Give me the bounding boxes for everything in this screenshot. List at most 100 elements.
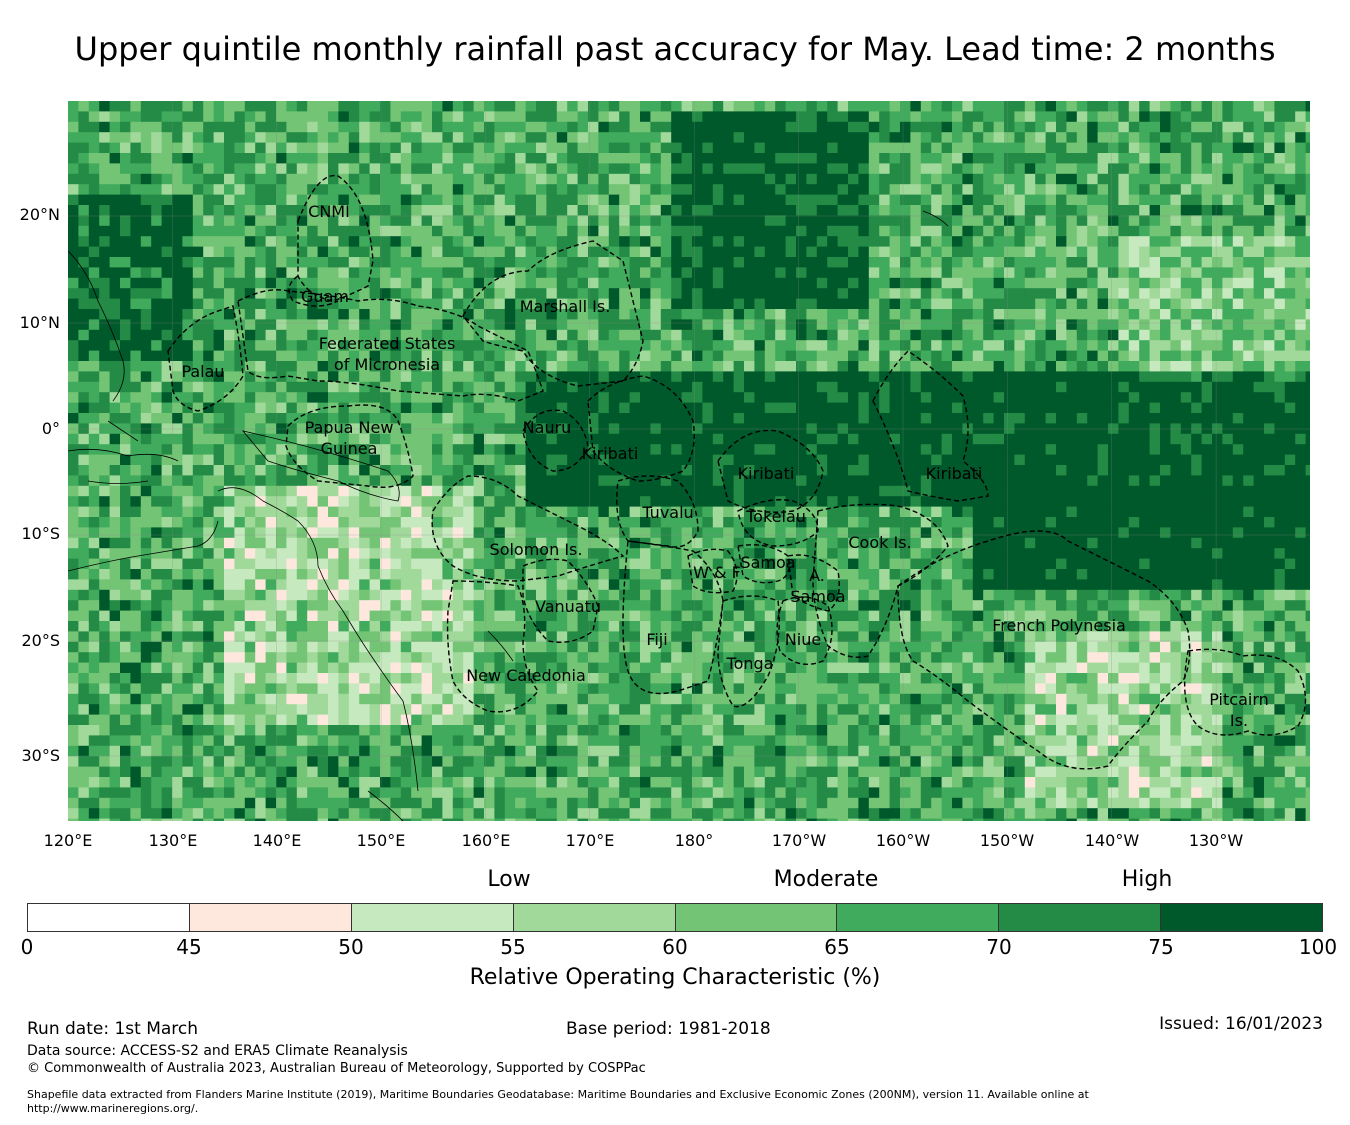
grid-cell [432, 267, 443, 279]
grid-cell [941, 215, 953, 227]
grid-cell [796, 340, 807, 351]
grid-cell [1066, 496, 1078, 507]
grid-cell [556, 236, 568, 247]
grid-cell [432, 485, 443, 497]
grid-cell [1201, 267, 1213, 279]
grid-cell [1201, 121, 1213, 133]
grid-cell [120, 319, 131, 331]
grid-cell [390, 246, 402, 258]
grid-cell [1274, 475, 1286, 487]
grid-cell [671, 173, 682, 185]
grid-cell [1035, 142, 1046, 154]
grid-cell [993, 236, 1005, 247]
grid-cell [317, 381, 329, 393]
grid-cell [1014, 444, 1026, 455]
grid-cell [910, 101, 922, 112]
grid-cell [983, 215, 994, 227]
grid-cell [1201, 517, 1213, 528]
grid-cell [192, 340, 204, 351]
grid-cell [796, 496, 807, 507]
grid-cell [1180, 184, 1192, 195]
grid-cell [972, 506, 984, 518]
grid-cell [213, 184, 225, 195]
grid-cell [848, 527, 859, 539]
grid-cell [130, 257, 142, 268]
grid-cell [785, 402, 797, 414]
grid-cell [276, 454, 287, 466]
grid-cell [837, 215, 849, 227]
grid-cell [796, 309, 807, 320]
grid-cell [889, 485, 901, 497]
grid-cell [296, 173, 308, 185]
grid-cell [1118, 246, 1130, 258]
grid-cell [452, 496, 464, 507]
grid-cell [307, 454, 318, 466]
grid-cell [1097, 413, 1109, 424]
grid-cell [972, 475, 984, 487]
grid-cell [744, 246, 755, 258]
grid-cell [525, 340, 537, 351]
grid-cell [307, 340, 318, 351]
grid-cell [1253, 173, 1265, 185]
grid-cell [598, 340, 610, 351]
grid-cell [900, 444, 911, 455]
grid-cell [1066, 132, 1078, 143]
grid-cell [244, 153, 256, 164]
grid-cell [816, 215, 828, 227]
grid-cell [900, 257, 911, 268]
grid-cell [380, 402, 391, 414]
grid-cell [1243, 111, 1254, 123]
grid-cell [1222, 184, 1234, 195]
grid-cell [359, 215, 370, 227]
grid-cell [608, 485, 620, 497]
grid-cell [931, 236, 942, 247]
grid-cell [868, 517, 880, 528]
grid-cell [1295, 309, 1306, 320]
grid-cell [265, 205, 277, 216]
grid-cell [650, 517, 662, 528]
grid-cell [577, 142, 589, 154]
grid-cell [962, 496, 974, 507]
grid-cell [900, 142, 911, 154]
grid-cell [733, 319, 745, 331]
grid-cell [244, 215, 256, 227]
grid-cell [328, 517, 339, 528]
grid-cell [99, 392, 110, 403]
grid-cell [962, 444, 974, 455]
grid-cell [848, 236, 859, 247]
grid-cell [848, 402, 859, 414]
grid-cell [328, 361, 339, 372]
grid-cell [1243, 184, 1254, 195]
grid-cell [130, 381, 142, 393]
grid-cell [1305, 225, 1310, 237]
grid-cell [78, 111, 90, 123]
grid-cell [452, 361, 464, 372]
grid-cell [421, 433, 433, 445]
grid-cell [712, 413, 724, 424]
grid-cell [380, 517, 391, 528]
grid-cell [556, 257, 568, 268]
grid-cell [1035, 454, 1046, 466]
grid-cell [764, 454, 776, 466]
grid-cell [816, 496, 828, 507]
grid-cell [764, 194, 776, 206]
grid-cell [151, 267, 162, 279]
grid-cell [338, 101, 350, 112]
grid-cell [1253, 506, 1265, 518]
grid-cell [671, 111, 682, 123]
grid-cell [1024, 121, 1036, 133]
grid-cell [307, 475, 318, 487]
grid-cell [1066, 340, 1078, 351]
grid-cell [1139, 142, 1150, 154]
grid-cell [848, 111, 859, 123]
grid-cell [546, 392, 558, 403]
grid-cell [889, 392, 901, 403]
grid-cell [1212, 319, 1223, 331]
grid-cell [858, 184, 870, 195]
grid-cell [910, 225, 922, 237]
grid-cell [1035, 465, 1046, 476]
grid-cell [920, 381, 932, 393]
grid-cell [920, 413, 932, 424]
grid-cell [608, 465, 620, 476]
grid-cell [837, 517, 849, 528]
